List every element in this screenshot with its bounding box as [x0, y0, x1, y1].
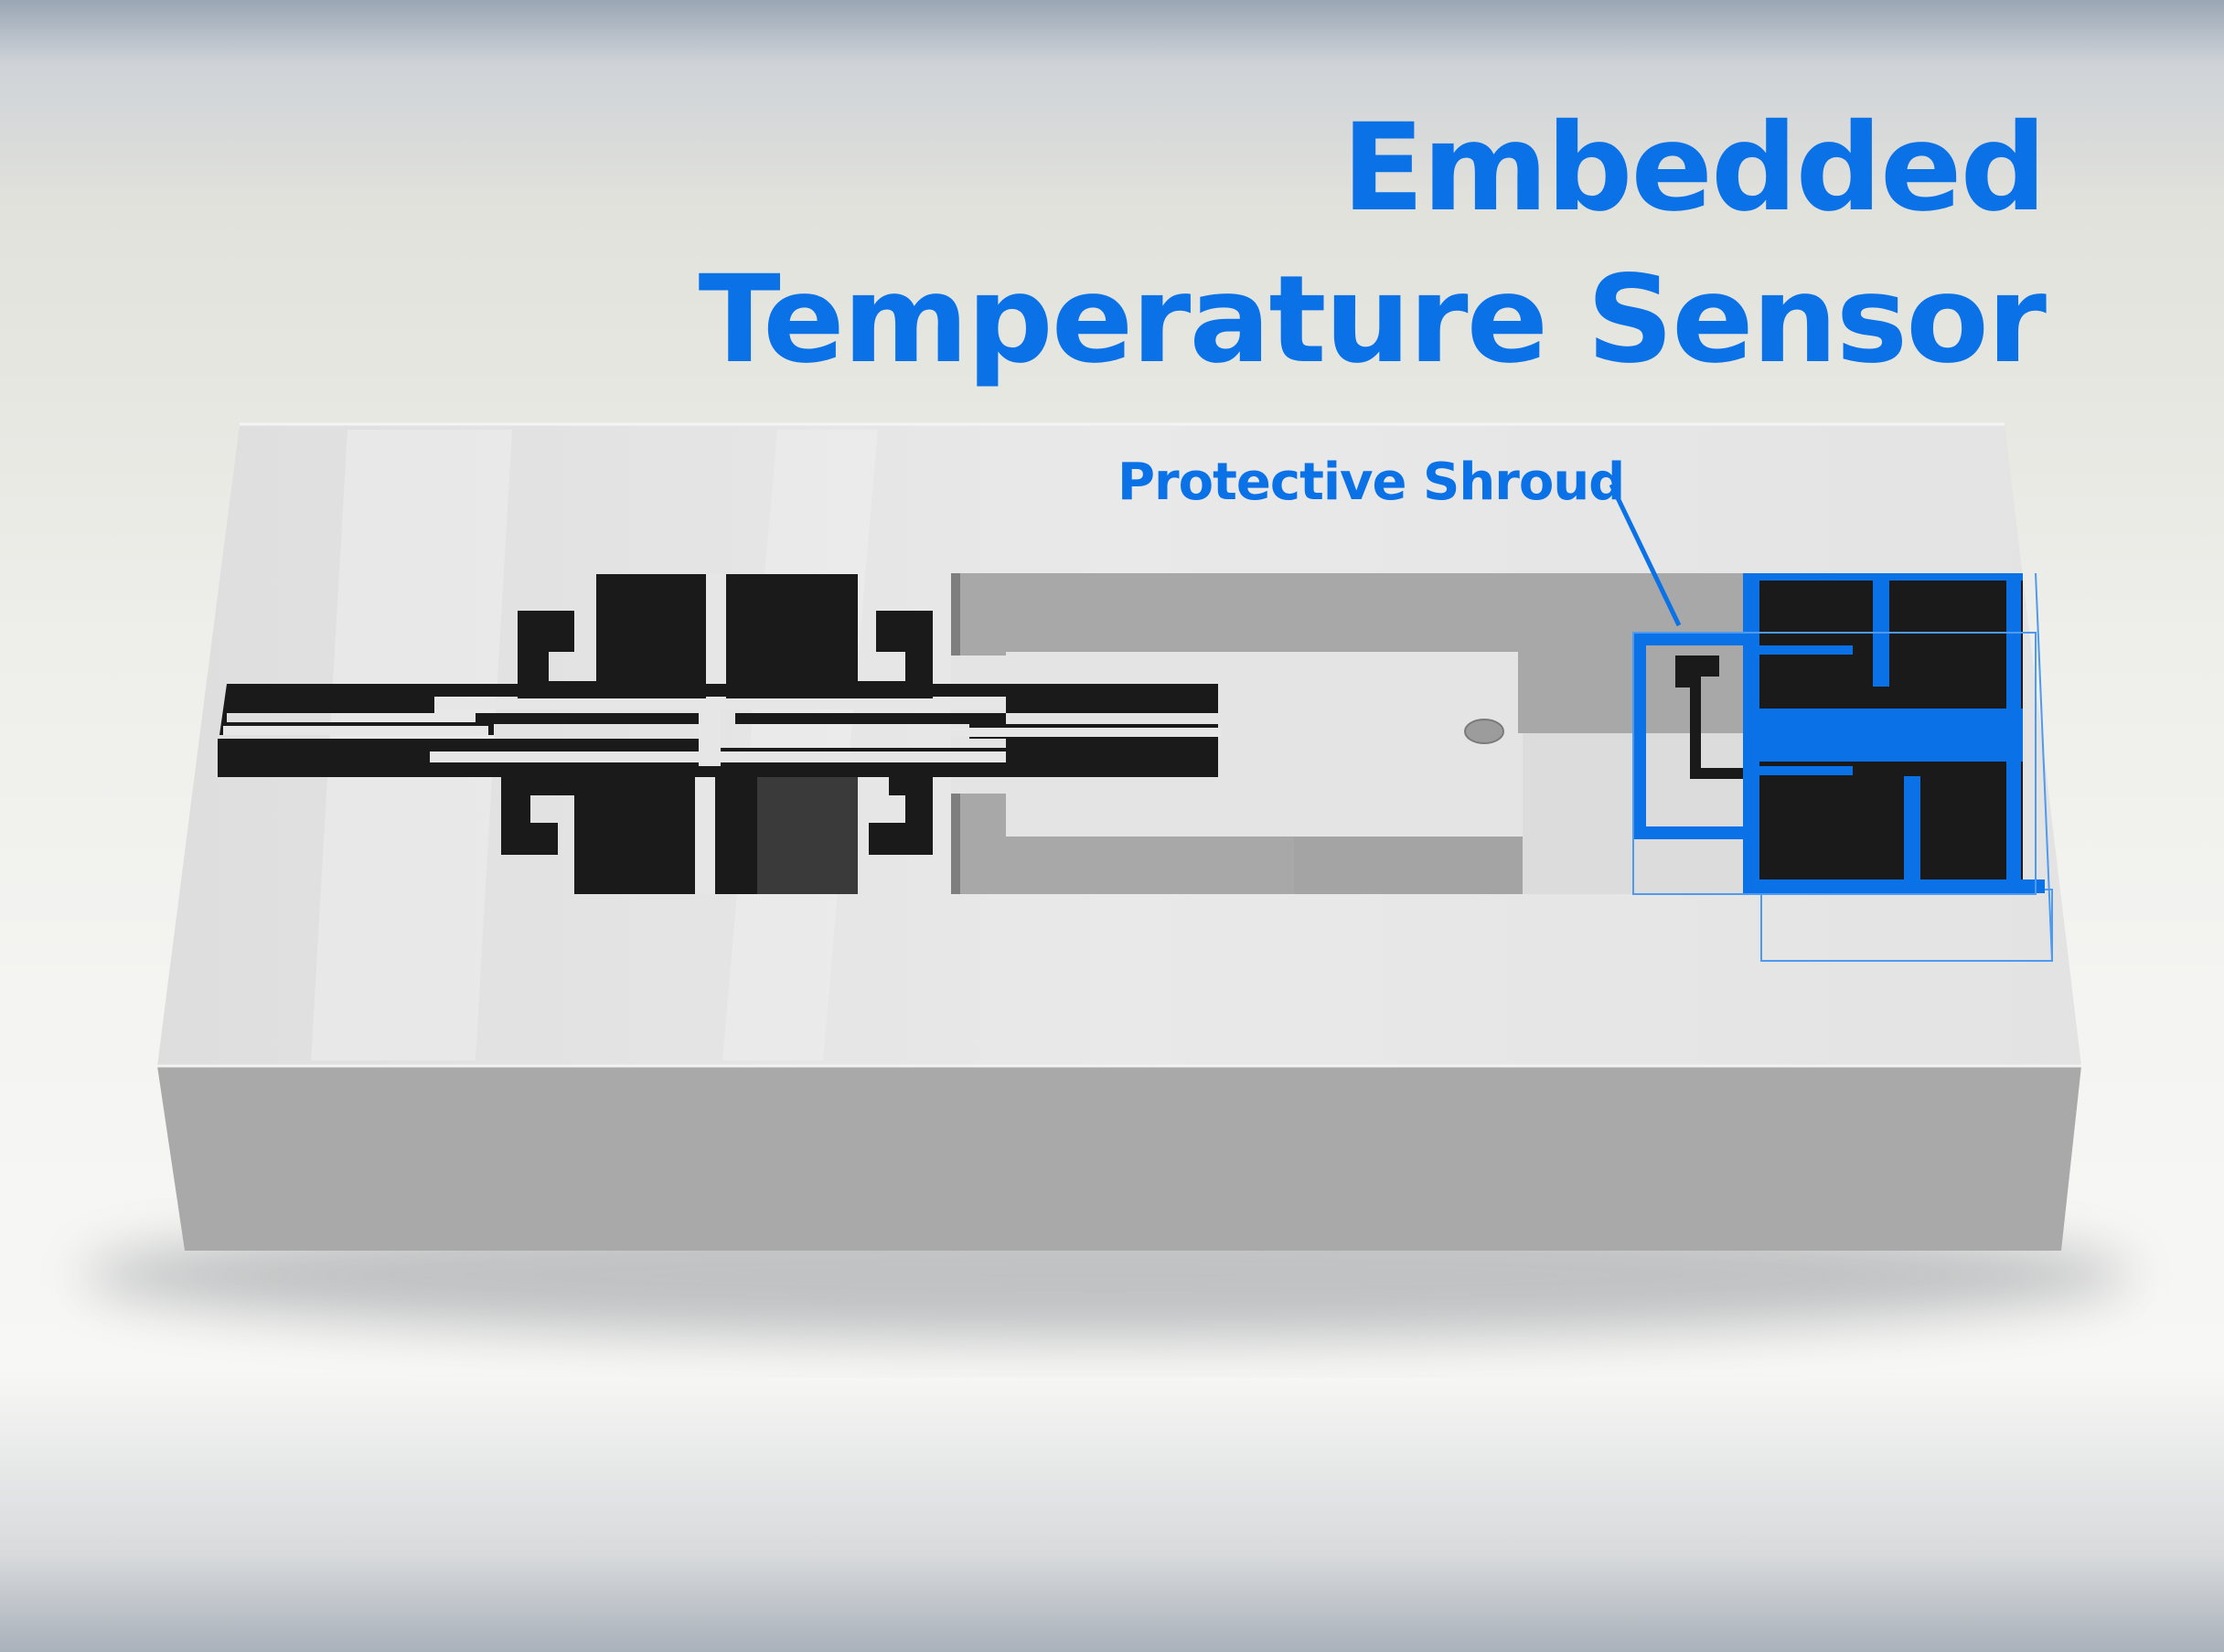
mounting-hole [1464, 719, 1504, 744]
board-front-face [157, 1066, 2081, 1251]
temperature-sensor [1632, 572, 2053, 962]
protective-shroud [1633, 573, 2045, 893]
sensor-wire [1675, 655, 1758, 779]
sensor-carrier-side [1294, 837, 1523, 894]
protective-shroud-label: Protective Shroud [1117, 453, 1625, 512]
shroud-outline [1632, 572, 2053, 962]
trace-gaps [223, 698, 1222, 766]
title-line-1: Embedded [1342, 98, 2047, 239]
callout-leader-line [1609, 483, 1682, 627]
circuit-traces [218, 574, 1218, 894]
title-line-2: Temperature Sensor [698, 250, 2047, 390]
